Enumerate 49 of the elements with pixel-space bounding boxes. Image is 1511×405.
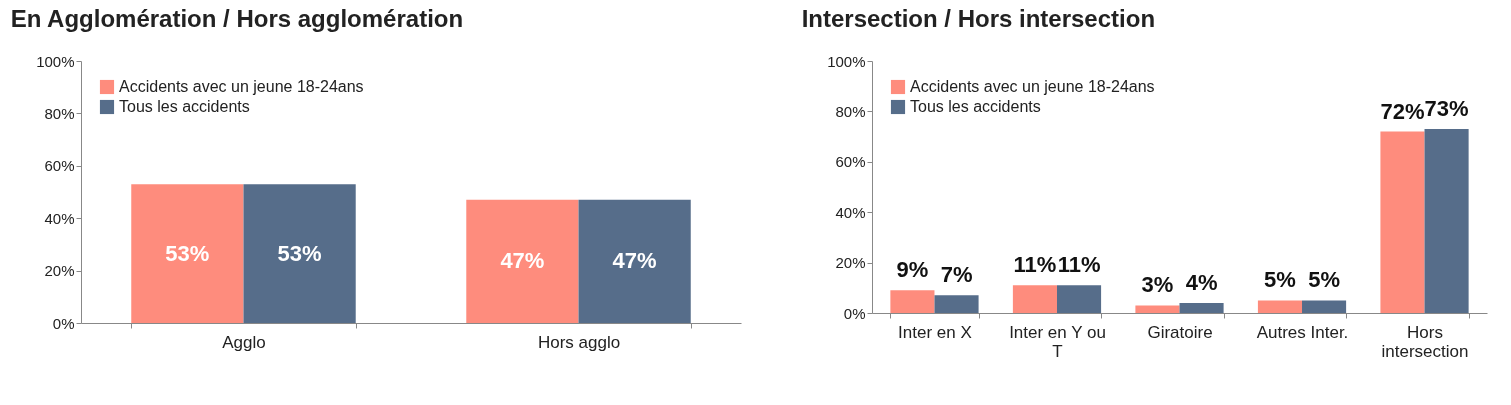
bar bbox=[1302, 300, 1347, 313]
chart-title: Intersection / Hors intersection bbox=[801, 5, 1156, 32]
bar bbox=[1380, 131, 1425, 313]
x-tick-label: Giratoire bbox=[1147, 322, 1213, 342]
bar bbox=[1257, 300, 1303, 313]
legend-label: Accidents avec un jeune 18-24ans bbox=[119, 78, 364, 95]
y-tick-label: 60% bbox=[835, 153, 866, 171]
y-tick-label: 20% bbox=[44, 262, 75, 280]
y-tick-label: 80% bbox=[44, 104, 75, 122]
y-tick-label: 0% bbox=[52, 314, 75, 332]
y-tick-label: 80% bbox=[835, 102, 866, 120]
legend-label: Tous les accidents bbox=[910, 98, 1041, 115]
bar bbox=[1179, 302, 1224, 313]
x-tick-label: Agglo bbox=[222, 332, 266, 352]
data-label: 5% bbox=[1264, 267, 1296, 293]
bar bbox=[1135, 305, 1180, 313]
data-label: 7% bbox=[940, 262, 973, 288]
y-tick-label: 40% bbox=[835, 203, 866, 221]
legend-label: Tous les accidents bbox=[119, 98, 250, 115]
bar bbox=[1012, 285, 1057, 313]
y-tick-label: 100% bbox=[36, 52, 75, 70]
bar bbox=[1056, 285, 1102, 313]
x-tick-label: Autres Inter. bbox=[1256, 322, 1349, 342]
x-tick-label: Inter en Y ou T bbox=[1009, 322, 1106, 361]
chart-title: En Agglomération / Hors agglomération bbox=[10, 5, 464, 32]
x-tick-label: Hors intersection bbox=[1381, 322, 1469, 361]
x-tick-label: Inter en X bbox=[898, 322, 972, 342]
x-tick-label: Hors agglo bbox=[537, 332, 621, 352]
y-tick-label: 0% bbox=[843, 304, 866, 322]
y-tick-label: 100% bbox=[827, 52, 866, 70]
data-label: 5% bbox=[1308, 267, 1340, 293]
data-label: 53% bbox=[277, 240, 322, 266]
data-label: 4% bbox=[1185, 269, 1218, 295]
y-tick-label: 60% bbox=[44, 157, 75, 175]
data-label: 53% bbox=[165, 240, 210, 266]
data-label: 11% bbox=[1057, 252, 1101, 278]
bar bbox=[1424, 129, 1469, 313]
data-label: 47% bbox=[500, 248, 545, 274]
data-label: 9% bbox=[896, 257, 929, 283]
data-label: 3% bbox=[1141, 272, 1174, 298]
bar bbox=[890, 290, 935, 313]
data-label: 11% bbox=[1013, 252, 1057, 278]
bar bbox=[934, 295, 979, 313]
data-label: 47% bbox=[612, 248, 657, 274]
data-label: 73% bbox=[1424, 96, 1469, 122]
y-tick-label: 20% bbox=[835, 254, 866, 272]
y-tick-label: 40% bbox=[44, 209, 75, 227]
data-label: 72% bbox=[1380, 98, 1425, 124]
legend-label: Accidents avec un jeune 18-24ans bbox=[910, 78, 1155, 95]
